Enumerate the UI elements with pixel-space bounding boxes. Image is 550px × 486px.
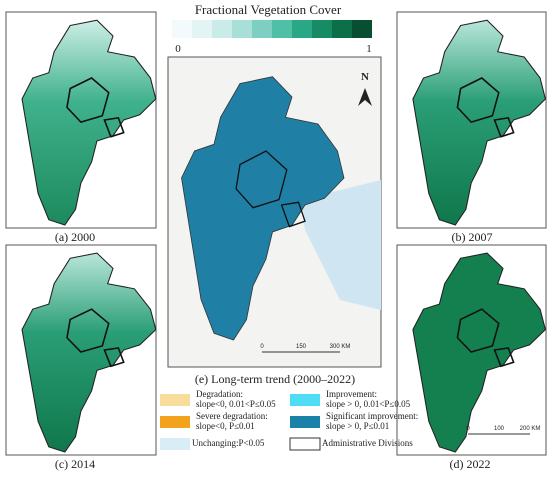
scale-label: 0 [466,426,470,432]
legend-swatch [160,416,190,428]
map [21,252,157,453]
frame [5,11,157,229]
colorbar-swatch [352,20,372,38]
legend-label: Unchanging:P<0.05 [192,438,265,448]
caption: (a) 2000 [55,230,95,244]
scale-label: 200 KM [520,426,541,432]
sea [300,180,381,310]
caption: (c) 2014 [55,457,95,471]
legend-label: slope > 0, P≤0.01 [326,421,389,431]
colorbar-swatch [192,20,212,38]
legend: Degradation:slope<0, 0.01<P≤0.05 Improvem… [160,389,418,451]
map [412,19,546,226]
map [412,252,546,453]
colorbar-title: Fractional Vegetation Cover [195,2,342,17]
legend-swatch [290,394,320,406]
map [21,19,157,226]
frame [5,244,157,456]
caption: (b) 2007 [452,230,493,244]
colorbar-swatch [232,20,252,38]
colorbar-label: 1 [366,43,372,55]
legend-label: Degradation: [196,389,243,399]
legend-swatch [289,437,321,451]
frame [396,244,547,456]
legend-label: slope<0, P≤0.01 [196,421,255,431]
legend-label: slope > 0, 0.01<P≤0.05 [326,399,411,409]
scale-label: 300 KM [330,344,351,350]
legend-label: slope<0, 0.01<P≤0.05 [196,399,276,409]
colorbar-swatch [312,20,332,38]
scale-label: 150 [296,344,307,350]
scale-label: 0 [260,344,264,350]
caption: (d) 2022 [450,457,491,471]
colorbar-swatch [272,20,292,38]
frame [396,11,547,229]
colorbar-swatch [252,20,272,38]
legend-label: Administrative Divisions [322,438,413,448]
colorbar [172,20,372,38]
north-arrow [358,88,372,106]
colorbar-swatch [212,20,232,38]
legend-label: Severe degradation: [196,411,268,421]
legend-swatch [160,438,190,450]
legend-swatch [160,394,190,406]
legend-label: Significant improvement: [326,411,418,421]
north-label: N [361,71,369,83]
colorbar-swatch [292,20,312,38]
colorbar-swatch [172,20,192,38]
legend-label: Improvement: [326,389,377,399]
colorbar-swatch [332,20,352,38]
scale-label: 100 [494,426,505,432]
colorbar-label: 0 [175,43,181,55]
legend-swatch [290,416,320,428]
caption: (e) Long-term trend (2000–2022) [195,372,355,386]
